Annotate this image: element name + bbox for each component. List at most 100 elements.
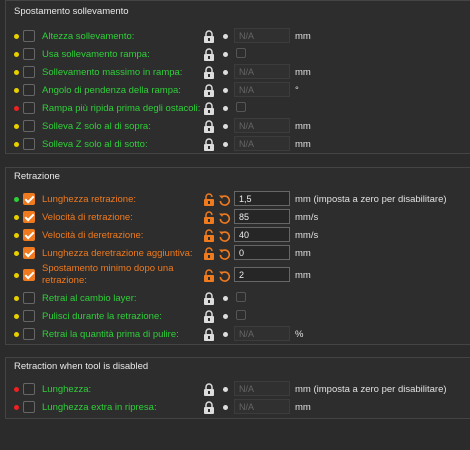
- override-checkbox[interactable]: [23, 383, 35, 395]
- section-retraction-when-tool-is-disabled: Retraction when tool is disabled Lunghezz…: [5, 357, 470, 419]
- setting-label: Spostamento minimo dopo una retrazione:: [42, 263, 174, 286]
- lock-icon[interactable]: [203, 66, 215, 79]
- section-spostamento-sollevamento: Spostamento sollevamento Altezza sollevam…: [5, 0, 470, 154]
- bullet-icon: [223, 124, 228, 129]
- value-field[interactable]: N/A: [234, 82, 290, 97]
- override-checkbox[interactable]: [23, 138, 35, 150]
- lock-icon[interactable]: [203, 102, 215, 115]
- section-title: Retraction when tool is disabled: [14, 361, 149, 372]
- status-dot: [14, 88, 19, 93]
- setting-label: Lunghezza deretrazione aggiuntiva:: [42, 248, 193, 259]
- override-checkbox[interactable]: [23, 247, 35, 259]
- override-checkbox[interactable]: [23, 193, 35, 205]
- override-checkbox[interactable]: [23, 30, 35, 42]
- undo-icon[interactable]: [218, 211, 231, 224]
- override-checkbox[interactable]: [23, 310, 35, 322]
- setting-label: Solleva Z solo al di sopra:: [42, 121, 151, 132]
- setting-row-pulisci-durante-la-retrazione: Pulisci durante la retrazione:: [6, 309, 470, 327]
- bullet-icon: [223, 52, 228, 57]
- lock-icon[interactable]: [203, 401, 215, 414]
- unit-label: mm (imposta a zero per disabilitare): [295, 384, 447, 395]
- setting-row-lunghezza-retrazione: Lunghezza retrazione: 1,5 mm (imposta a ze…: [6, 191, 470, 210]
- setting-row-lunghezza: Lunghezza: N/A mm (imposta a zero per disa…: [6, 381, 470, 400]
- unit-label: °: [295, 85, 299, 96]
- value-field[interactable]: N/A: [234, 399, 290, 414]
- setting-label: Angolo di pendenza della rampa:: [42, 85, 181, 96]
- override-checkbox[interactable]: [23, 66, 35, 78]
- value-checkbox[interactable]: [236, 292, 246, 302]
- setting-row-retrai-la-quantit-prima-di-pulire: Retrai la quantità prima di pulire: N/A%: [6, 326, 470, 345]
- value-checkbox[interactable]: [236, 102, 246, 112]
- override-checkbox[interactable]: [23, 328, 35, 340]
- setting-label: Altezza sollevamento:: [42, 31, 135, 42]
- value-checkbox[interactable]: [236, 48, 246, 58]
- override-checkbox[interactable]: [23, 102, 35, 114]
- setting-label: Lunghezza extra in ripresa:: [42, 402, 157, 413]
- unlock-icon[interactable]: [203, 247, 215, 260]
- override-checkbox[interactable]: [23, 120, 35, 132]
- undo-icon[interactable]: [218, 229, 231, 242]
- bullet-icon: [223, 296, 228, 301]
- status-dot: [14, 332, 19, 337]
- value-field[interactable]: N/A: [234, 326, 290, 341]
- value-field[interactable]: 1,5: [234, 191, 290, 206]
- unit-label: mm: [295, 248, 311, 259]
- setting-row-spostamento-minimo-dopo-una-retrazione: Spostamento minimo dopo una retrazione: 2…: [6, 263, 470, 286]
- override-checkbox[interactable]: [23, 401, 35, 413]
- setting-row-lunghezza-extra-in-ripresa: Lunghezza extra in ripresa: N/A mm: [6, 399, 470, 418]
- status-dot: [14, 34, 19, 39]
- setting-row-lunghezza-deretrazione-aggiuntiva: Lunghezza deretrazione aggiuntiva: 0 mm: [6, 245, 470, 264]
- lock-icon[interactable]: [203, 84, 215, 97]
- override-checkbox[interactable]: [23, 48, 35, 60]
- value-checkbox[interactable]: [236, 310, 246, 320]
- bullet-icon: [223, 70, 228, 75]
- undo-icon[interactable]: [218, 247, 231, 260]
- lock-icon[interactable]: [203, 292, 215, 305]
- override-checkbox[interactable]: [23, 211, 35, 223]
- override-checkbox[interactable]: [23, 269, 35, 281]
- value-field[interactable]: 40: [234, 227, 290, 242]
- bullet-icon: [223, 106, 228, 111]
- undo-icon[interactable]: [218, 269, 231, 282]
- bullet-icon: [223, 332, 228, 337]
- setting-label: Velocità di retrazione:: [42, 212, 133, 223]
- bullet-icon: [223, 405, 228, 410]
- unlock-icon[interactable]: [203, 193, 215, 206]
- unlock-icon[interactable]: [203, 269, 215, 282]
- value-field[interactable]: N/A: [234, 118, 290, 133]
- setting-label: Pulisci durante la retrazione:: [42, 311, 162, 322]
- unlock-icon[interactable]: [203, 229, 215, 242]
- setting-label: Retrai la quantità prima di pulire:: [42, 329, 179, 340]
- setting-label: Sollevamento massimo in rampa:: [42, 67, 183, 78]
- status-dot: [14, 52, 19, 57]
- override-checkbox[interactable]: [23, 292, 35, 304]
- override-checkbox[interactable]: [23, 84, 35, 96]
- unit-label: mm: [295, 139, 311, 150]
- unlock-icon[interactable]: [203, 211, 215, 224]
- lock-icon[interactable]: [203, 383, 215, 396]
- unit-label: mm/s: [295, 230, 319, 241]
- value-field[interactable]: 85: [234, 209, 290, 224]
- value-field[interactable]: 2: [234, 267, 290, 282]
- lock-icon[interactable]: [203, 120, 215, 133]
- undo-icon[interactable]: [218, 193, 231, 206]
- setting-row-sollevamento-massimo-in-rampa: Sollevamento massimo in rampa: N/A mm: [6, 64, 470, 83]
- value-field[interactable]: N/A: [234, 381, 290, 396]
- lock-icon[interactable]: [203, 138, 215, 151]
- lock-icon[interactable]: [203, 48, 215, 61]
- override-checkbox[interactable]: [23, 229, 35, 241]
- value-field[interactable]: N/A: [234, 64, 290, 79]
- unit-label: mm/s: [295, 212, 319, 223]
- setting-label: Usa sollevamento rampa:: [42, 49, 150, 60]
- status-dot: [14, 387, 19, 392]
- setting-label: Lunghezza retrazione:: [42, 194, 137, 205]
- bullet-icon: [223, 88, 228, 93]
- lock-icon[interactable]: [203, 328, 215, 341]
- value-field[interactable]: 0: [234, 245, 290, 260]
- value-field[interactable]: N/A: [234, 28, 290, 43]
- lock-icon[interactable]: [203, 30, 215, 43]
- value-field[interactable]: N/A: [234, 136, 290, 151]
- lock-icon[interactable]: [203, 310, 215, 323]
- unit-label: mm: [295, 270, 311, 281]
- bullet-icon: [223, 142, 228, 147]
